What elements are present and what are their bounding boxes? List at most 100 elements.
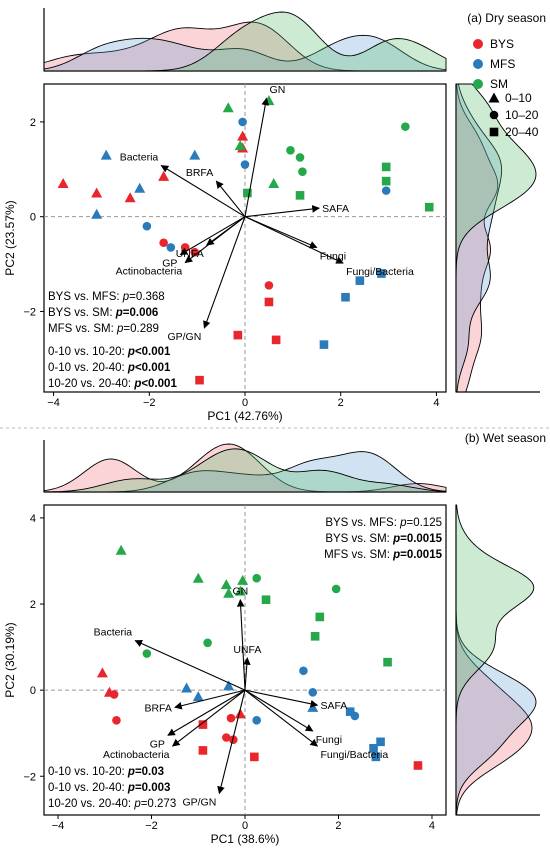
loading-label: SAFA (320, 700, 347, 712)
legend-depth-label: 10–20 (505, 108, 539, 122)
depth-stats: 0-10 vs. 10-20: p=0.03 (48, 766, 164, 778)
depth-stats: 10-20 vs. 20-40: p=0.273 (48, 798, 176, 810)
data-point (198, 746, 208, 755)
data-point (134, 182, 146, 193)
data-point (298, 167, 307, 176)
data-point (381, 162, 391, 172)
y-tick-label: 2 (30, 117, 36, 129)
legend-label: BYS (490, 37, 514, 51)
data-point (142, 221, 152, 231)
legend-swatch-mfs (473, 59, 483, 69)
y-axis-label: PC2 (23.57%) (3, 200, 17, 275)
data-point (198, 720, 208, 729)
legend-depth-marker (489, 110, 499, 120)
data-point (286, 146, 295, 155)
data-point (250, 752, 259, 762)
data-point (91, 208, 103, 219)
data-point (383, 657, 392, 667)
density-x-sm (43, 448, 447, 493)
data-point (295, 191, 305, 200)
loading-arrow (236, 598, 246, 691)
data-point (243, 188, 252, 198)
loading-label: UNFA (233, 644, 261, 656)
x-axis-label: PC1 (42.76%) (207, 409, 282, 423)
density-y-sm (455, 504, 535, 815)
loading-label: GP (162, 258, 177, 270)
data-point (261, 595, 271, 605)
depth-stats: 10-20 vs. 20-40: p<0.001 (48, 378, 177, 390)
loading-label: GP/GN (182, 796, 216, 808)
data-point (96, 667, 108, 678)
site-stats: BYS vs. SM: p=0.006 (48, 307, 158, 319)
data-point (233, 330, 243, 340)
data-point (424, 202, 434, 212)
site-stats: BYS vs. MFS: p=0.125 (325, 517, 442, 529)
data-point (222, 733, 231, 742)
panel-title: (a) Dry season (467, 11, 546, 25)
x-tick-label: 2 (335, 820, 341, 832)
panel-b: −4 −2 0 2 4 −2 0 2 4 PC1 (38.6%) PC2 (30.19%) GN Bac… (3, 431, 546, 846)
data-point (355, 276, 365, 285)
data-point (181, 682, 193, 693)
loading-arrow (167, 689, 246, 736)
site-stats: BYS vs. MFS: p=0.368 (48, 291, 165, 303)
loading-label: Fungi/Bacteria (320, 749, 388, 761)
y-tick-label: 2 (30, 599, 36, 611)
data-point (223, 680, 235, 691)
density-x-sm (44, 11, 447, 72)
loading-arrow (244, 216, 344, 264)
data-point (159, 238, 168, 248)
data-point (413, 761, 423, 770)
data-point (381, 186, 391, 195)
data-point (220, 579, 232, 590)
loading-label: SAFA (322, 203, 349, 215)
depth-stats: 0-10 vs. 10-20: p<0.001 (48, 346, 171, 358)
legend-depth-label: 0–10 (505, 91, 532, 105)
x-tick-label: 2 (338, 397, 344, 409)
site-stats: BYS vs. SM: p=0.0015 (325, 533, 442, 545)
data-point (234, 140, 246, 151)
legend-depth-label: 20–40 (505, 125, 539, 139)
data-point (308, 687, 318, 697)
density-y-sm (455, 83, 537, 392)
loading-arrow (160, 165, 246, 218)
data-point (264, 281, 274, 290)
data-point (345, 707, 355, 716)
data-point (315, 612, 325, 622)
loading-label: GP/GN (167, 331, 201, 343)
x-tick-label: 4 (433, 397, 439, 409)
data-point (91, 187, 103, 198)
legend-depth-marker (488, 92, 500, 103)
data-point (234, 708, 246, 719)
loading-label: Bacteria (94, 627, 133, 639)
loading-arrow (244, 97, 270, 217)
density-x-mfs (43, 34, 447, 72)
data-point (240, 160, 250, 169)
data-point (158, 170, 170, 181)
loading-label: Actinobacteria (116, 266, 183, 278)
loading-arrow (179, 216, 246, 256)
data-point (238, 117, 247, 127)
data-point (237, 130, 249, 141)
loading-arrow (206, 216, 246, 246)
data-point (371, 752, 381, 762)
data-point (381, 176, 391, 186)
depth-stats: 0-10 vs. 20-40: p=0.003 (48, 782, 170, 794)
legend-swatch-bys (473, 39, 483, 49)
loading-label: GN (232, 586, 248, 598)
loading-label: GP (150, 738, 165, 750)
site-stats: MFS vs. SM: p=0.289 (48, 323, 159, 335)
data-point (195, 375, 204, 385)
legend: BYS MFS SM0–10 10–20 20–40 (473, 37, 539, 139)
x-axis-label: PC1 (38.6%) (211, 832, 280, 846)
data-point (124, 192, 136, 203)
y-tick-label: −2 (23, 771, 36, 783)
density-y-mfs (455, 83, 503, 393)
x-tick-label: 0 (242, 397, 248, 409)
loading-label: Actinobacteria (103, 749, 170, 761)
data-point (264, 297, 274, 307)
loading-arrow (171, 689, 246, 747)
x-tick-label: 0 (242, 820, 248, 832)
x-tick-label: −4 (52, 820, 65, 832)
data-point (203, 638, 212, 648)
